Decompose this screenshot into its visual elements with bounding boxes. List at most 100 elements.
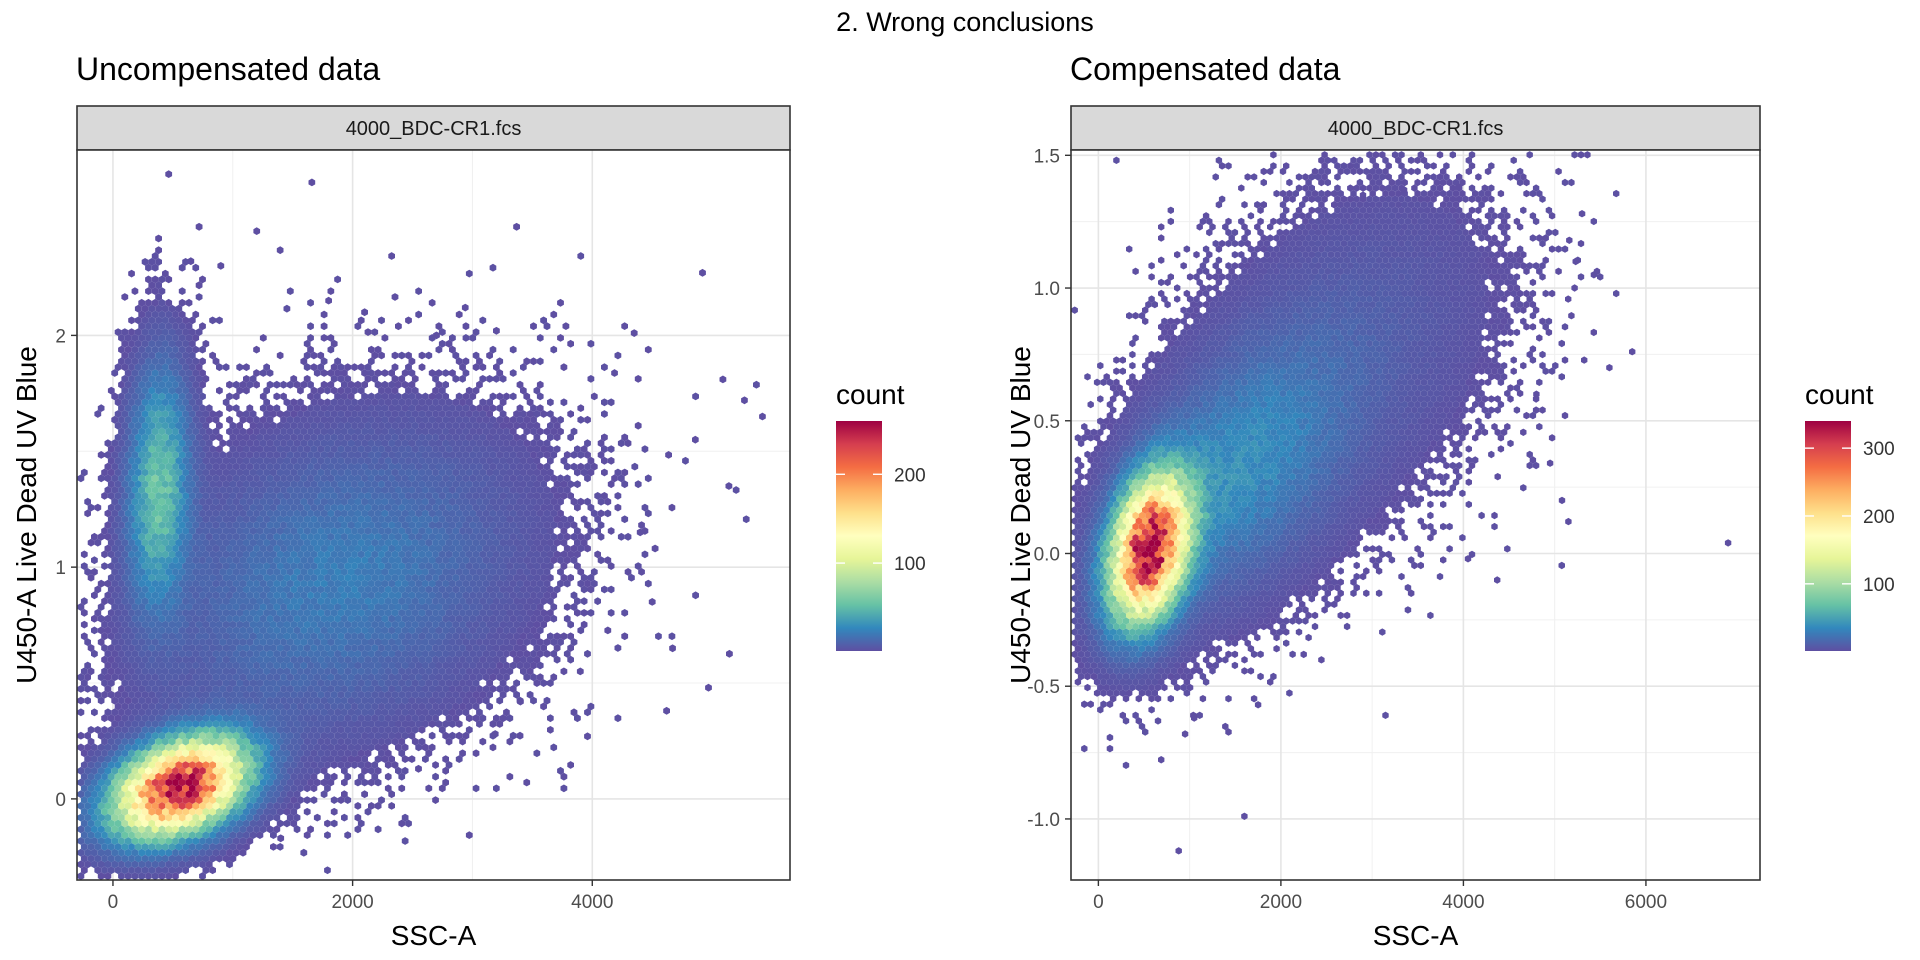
hexbin [320,790,328,799]
hexbin [205,743,213,752]
hexbin [91,837,98,845]
hexbin [327,778,335,787]
hexbin [303,737,311,746]
hexbin [442,720,449,728]
hexbin [121,761,129,769]
hexbin [283,714,291,723]
hexbin [493,784,500,793]
hexbin [270,807,277,816]
hexbin [256,819,264,828]
hexbin [449,708,456,717]
hexbin [354,731,362,740]
hexbin [310,784,318,793]
hexbin [151,766,159,775]
hexbin [364,761,372,769]
hexbin [354,778,362,787]
hexbin [168,796,176,804]
hexbin [138,825,146,834]
hexbin [405,726,412,734]
hexbin [192,778,200,787]
hexbin [107,749,115,758]
hexbin [124,708,132,717]
hexbin [246,813,254,822]
hexbin [97,872,105,880]
hexbin [97,743,105,752]
hexbin [107,843,115,851]
hexbin [118,825,125,834]
hexbin [162,843,169,851]
hexbin [168,819,176,828]
hexbin [212,848,220,857]
hexbin [94,784,102,793]
hexbin [124,802,132,810]
hexbin [276,714,284,723]
hexbin [249,784,257,793]
hexbin [300,766,308,775]
hexbin [189,807,196,816]
hexbin [317,714,325,723]
hexbin [401,743,409,752]
hexbin [134,854,142,863]
hexbin [192,837,200,845]
hexbin [158,825,166,834]
hexbin [111,837,119,845]
hexbin [185,825,193,834]
hexbin [205,860,213,869]
hexbin [165,731,173,740]
hexbin [121,796,129,804]
hexbin [185,813,193,822]
hexbin [202,761,210,769]
hexbin [243,749,250,758]
hexbin [111,766,119,775]
hexbin [104,872,112,880]
hexbin [405,819,412,828]
hexbin [243,831,250,839]
hexbin [131,731,139,740]
hexbin [574,714,581,723]
hexbin [270,714,277,723]
hexbin [94,772,102,781]
hexbin [168,702,176,711]
hexbin [239,743,247,752]
hexbin [145,778,152,787]
hexbin [107,854,115,863]
hexbin [459,737,466,746]
hexbin [219,802,227,810]
hexbin [232,778,240,787]
hexbin [185,766,193,775]
hexbin [303,761,311,769]
hexbin [357,726,365,734]
hexbin [195,807,203,816]
hexbin [344,761,352,769]
hexbin [128,772,135,781]
hexbin [182,714,189,723]
hexbin [290,714,298,723]
hexbin [232,802,240,810]
hexbin [192,860,200,869]
hexbin [104,731,112,740]
hexbin [280,731,287,740]
hexbin [111,743,119,752]
hexbin [229,831,237,839]
hexbin [246,720,254,728]
hexbin [91,778,98,787]
hexbin [158,860,166,869]
hexbin [253,755,260,763]
hexbin [455,755,463,763]
hexbin [378,726,385,734]
hexbin [87,772,95,781]
hexbin [239,837,247,845]
hexbin [168,784,176,793]
hexbin [286,766,294,775]
hexbin [351,702,358,711]
hexbin [232,848,240,857]
hexbin [374,802,382,810]
hexbin [263,737,270,746]
hexbin [165,860,173,869]
hexbin [168,726,176,734]
hexbin [182,772,189,781]
hexbin [276,749,284,758]
hexbin [408,731,416,740]
hexbin [270,796,277,804]
hexbin [205,755,213,763]
